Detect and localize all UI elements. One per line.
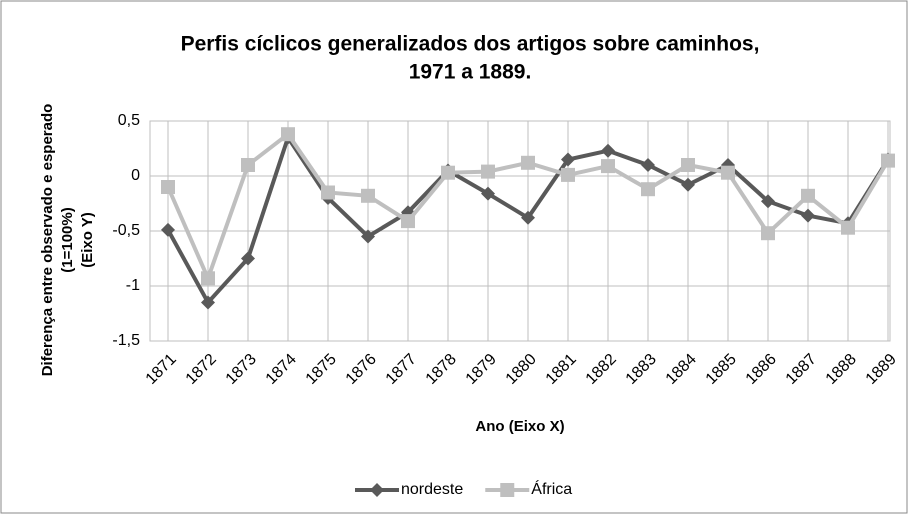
- marker: [481, 186, 495, 201]
- y-axis-title: Diferença entre observado e esperado: [39, 104, 56, 377]
- y-axis-title: (1=100%): [59, 207, 76, 272]
- marker: [401, 214, 415, 229]
- y-axis-title: (Eixo Y): [79, 212, 96, 268]
- marker: [801, 208, 815, 223]
- marker: [201, 271, 215, 286]
- y-tick-label: 0,5: [118, 112, 140, 129]
- marker: [521, 155, 535, 170]
- marker: [241, 158, 255, 172]
- x-axis-title: Ano (Eixo X): [475, 418, 564, 435]
- marker: [321, 185, 335, 200]
- marker: [161, 222, 175, 237]
- marker: [281, 127, 295, 142]
- marker: [500, 483, 515, 497]
- legend-label: África: [531, 479, 572, 498]
- marker: [761, 226, 775, 241]
- marker: [601, 159, 615, 174]
- marker: [681, 177, 695, 192]
- marker: [561, 152, 575, 167]
- marker: [370, 483, 384, 497]
- marker: [201, 295, 215, 310]
- marker: [761, 194, 775, 209]
- plot-border: [149, 120, 891, 342]
- marker: [441, 165, 455, 180]
- marker: [241, 251, 255, 266]
- y-tick-label: -1: [126, 277, 140, 294]
- chart-title: 1971 a 1889.: [409, 61, 532, 84]
- chart-title: Perfis cíclicos generalizados dos artigo…: [181, 33, 760, 56]
- marker: [641, 182, 655, 197]
- marker: [481, 164, 495, 179]
- legend-label: nordeste: [401, 481, 463, 498]
- marker: [801, 188, 815, 203]
- marker: [721, 165, 735, 180]
- marker: [841, 220, 855, 235]
- marker: [561, 167, 575, 182]
- marker: [521, 210, 535, 225]
- marker: [881, 153, 895, 168]
- marker: [681, 158, 695, 172]
- y-tick-label: -0,5: [112, 222, 140, 239]
- marker: [601, 143, 615, 158]
- y-tick-label: -1,5: [112, 332, 140, 349]
- marker: [161, 180, 175, 194]
- y-tick-label: 0: [131, 167, 140, 184]
- marker: [641, 158, 655, 172]
- marker: [361, 188, 375, 203]
- marker: [361, 229, 375, 244]
